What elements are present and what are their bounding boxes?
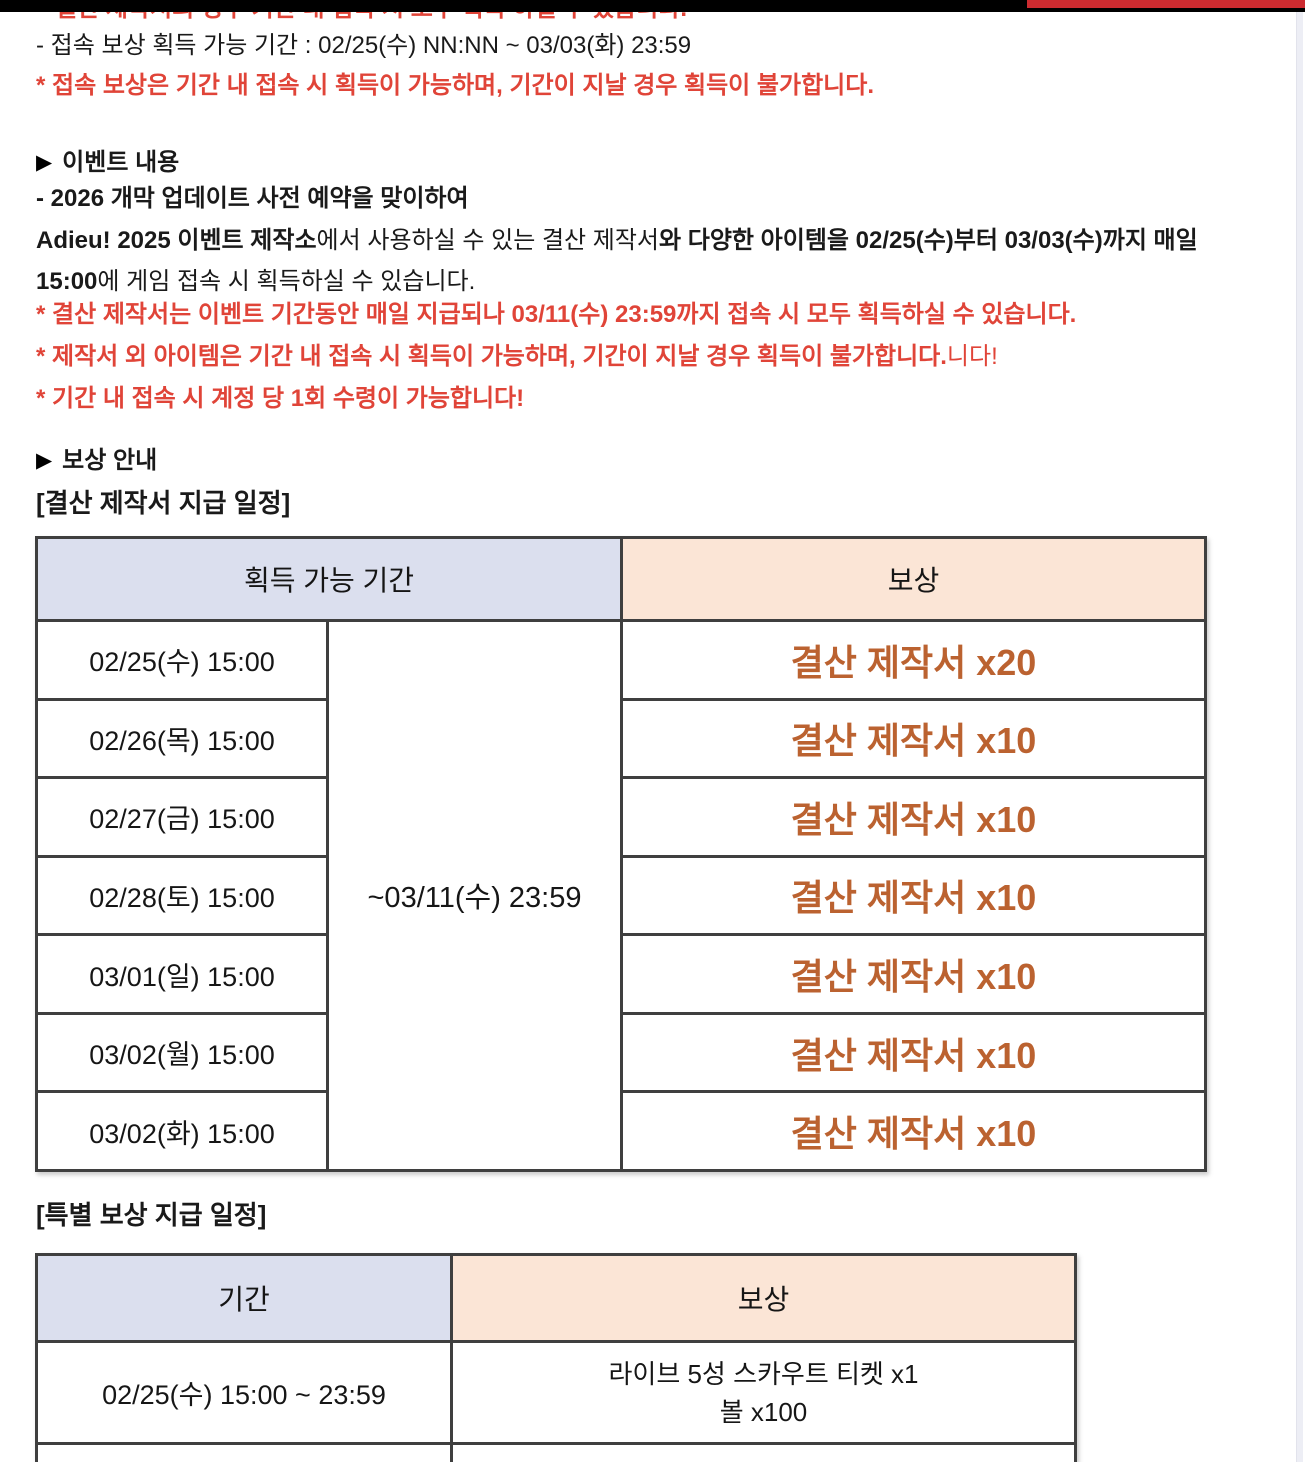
reward-section-heading: ▶ 보상 안내 bbox=[36, 446, 157, 477]
reward-heading-label: 보상 안내 bbox=[62, 447, 158, 474]
triangle-bullet-icon: ▶ bbox=[36, 449, 53, 472]
table-row-reward: 결산 제작서 x10 bbox=[623, 700, 1204, 777]
event-note1: * 결산 제작서는 이벤트 기간동안 매일 지급되나 03/11(수) 23:5… bbox=[36, 301, 1077, 328]
crafting-schedule-table: 획득 가능 기간 보상 ~03/11(수) 23:59 02/25(수) 15:… bbox=[35, 536, 1207, 1172]
event-note3: * 기간 내 접속 시 계정 당 1회 수령이 가능합니다! bbox=[36, 385, 525, 412]
table2-header-period: 기간 bbox=[38, 1256, 450, 1340]
event-note2-tail: 니다! bbox=[946, 343, 998, 370]
table-row-reward: 결산 제작서 x20 bbox=[623, 622, 1204, 698]
table-row-reward: 결산 제작서 x10 bbox=[623, 936, 1204, 1012]
table1-header-period: 획득 가능 기간 bbox=[38, 539, 620, 619]
event-desc-seg4: 15:00 bbox=[36, 268, 98, 295]
table-row-date: 02/27(금) 15:00 bbox=[38, 779, 326, 855]
crafting-schedule-label: [결산 제작서 지급 일정] bbox=[36, 488, 291, 518]
table-row-date: 03/02(화) 15:00 bbox=[38, 1093, 326, 1169]
event-description-line2: 15:00에 게임 접속 시 획득하실 수 있습니다. bbox=[36, 267, 475, 297]
table-row-reward: 라이브 5성 스카우트 티켓 x1 볼 x100 bbox=[453, 1343, 1074, 1442]
table-row-date: 03/01(일) 15:00 bbox=[38, 936, 326, 1012]
event-heading-label: 이벤트 내용 bbox=[62, 149, 180, 176]
special-reward-table: 기간 보상 02/25(수) 15:00 ~ 23:59 라이브 5성 스카우트… bbox=[35, 1253, 1077, 1462]
table-row-date: 02/28(토) 15:00 bbox=[38, 857, 326, 934]
access-reward-warning-line: * 접속 보상은 기간 내 접속 시 획득이 가능하며, 기간이 지날 경우 획… bbox=[36, 72, 874, 99]
table-row-reward: 결산 제작서 x10 bbox=[623, 779, 1204, 855]
event-description-line1: Adieu! 2025 이벤트 제작소에서 사용하실 수 있는 결산 제작서와 … bbox=[36, 226, 1198, 256]
event-desc-seg2: 에서 사용하실 수 있는 결산 제작서 bbox=[316, 227, 660, 254]
table2-header-reward: 보상 bbox=[453, 1256, 1074, 1340]
table-row-date: 03/02(월) 15:00 bbox=[38, 1014, 326, 1091]
top-red-ribbon bbox=[1027, 0, 1305, 8]
event-note2: * 제작서 외 아이템은 기간 내 접속 시 획득이 가능하며, 기간이 지날 … bbox=[36, 342, 998, 372]
top-black-bar bbox=[0, 0, 1305, 12]
special-reward-line2: 볼 x100 bbox=[719, 1396, 808, 1427]
access-reward-period-line: - 접속 보상 획득 가능 기간 : 02/25(수) NN:NN ~ 03/0… bbox=[36, 32, 692, 59]
table-cell-empty bbox=[38, 1445, 450, 1462]
table1-deadline-cell: ~03/11(수) 23:59 bbox=[329, 622, 620, 1169]
event-desc-seg3: 와 다양한 아이템을 02/25(수)부터 03/03(수)까지 매일 bbox=[659, 227, 1198, 254]
table-row-date: 02/26(목) 15:00 bbox=[38, 700, 326, 777]
event-note2-bold: * 제작서 외 아이템은 기간 내 접속 시 획득이 가능하며, 기간이 지날 … bbox=[36, 343, 947, 370]
table-row-period: 02/25(수) 15:00 ~ 23:59 bbox=[38, 1343, 450, 1442]
triangle-bullet-icon: ▶ bbox=[36, 151, 53, 174]
table1-header-reward: 보상 bbox=[623, 539, 1204, 619]
event-intro-line: - 2026 개막 업데이트 사전 예약을 맞이하여 bbox=[36, 185, 469, 212]
event-desc-seg1: Adieu! 2025 이벤트 제작소 bbox=[36, 227, 317, 254]
table-row-date: 02/25(수) 15:00 bbox=[38, 622, 326, 698]
table-row-reward: 결산 제작서 x10 bbox=[623, 857, 1204, 934]
special-reward-line1: 라이브 5성 스카우트 티켓 x1 bbox=[608, 1358, 919, 1389]
table-row-reward: 결산 제작서 x10 bbox=[623, 1093, 1204, 1169]
scrollbar[interactable] bbox=[1296, 12, 1303, 1462]
table-row-reward: 결산 제작서 x10 bbox=[623, 1014, 1204, 1091]
table-cell-empty bbox=[453, 1445, 1074, 1462]
special-schedule-label: [특별 보상 지급 일정] bbox=[36, 1200, 267, 1230]
event-section-heading: ▶ 이벤트 내용 bbox=[36, 148, 179, 179]
event-desc-seg5: 에 게임 접속 시 획득하실 수 있습니다. bbox=[97, 268, 476, 295]
